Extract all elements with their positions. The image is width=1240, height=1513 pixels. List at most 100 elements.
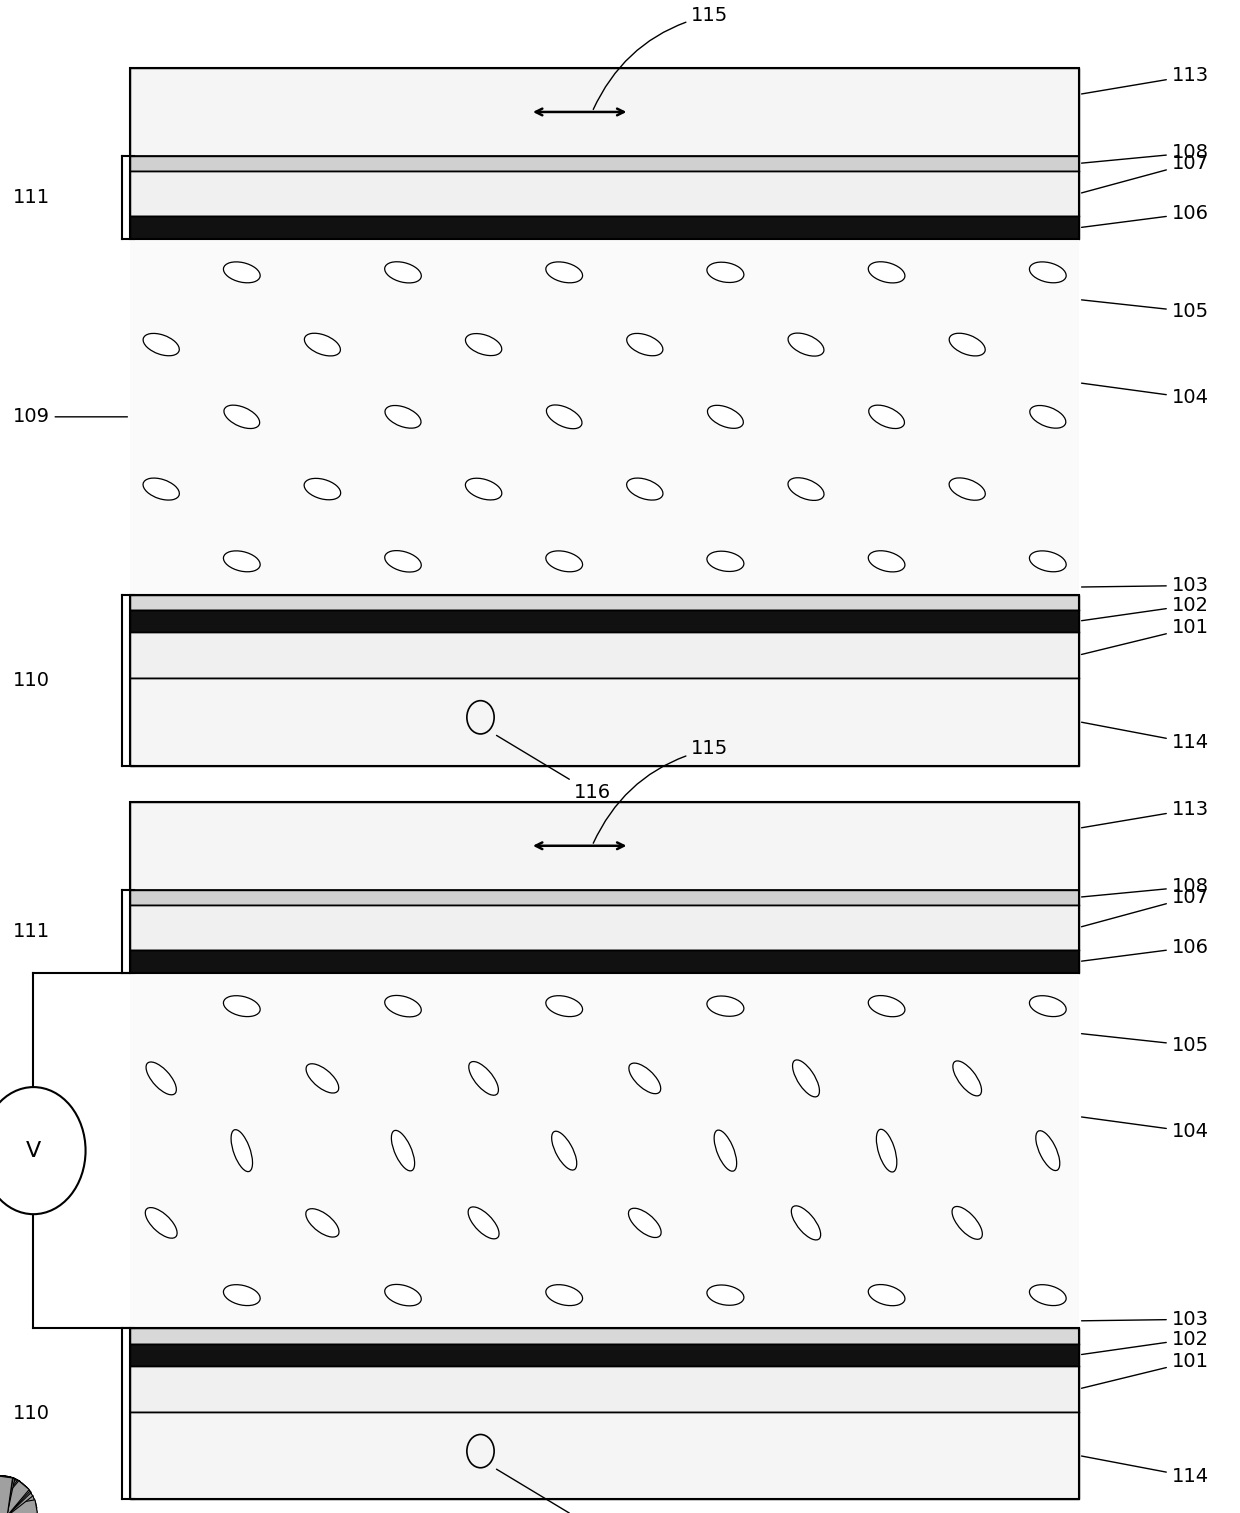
- Bar: [0, 1477, 20, 1513]
- Text: 114: 114: [1081, 1456, 1209, 1486]
- Bar: [130, 171, 1079, 216]
- Text: 115: 115: [593, 740, 729, 843]
- Ellipse shape: [465, 333, 502, 356]
- Ellipse shape: [789, 333, 823, 356]
- Text: 109: 109: [12, 407, 128, 427]
- Ellipse shape: [707, 262, 744, 283]
- Ellipse shape: [143, 333, 180, 356]
- Ellipse shape: [223, 262, 260, 283]
- Ellipse shape: [384, 996, 422, 1017]
- Text: 113: 113: [1081, 800, 1209, 828]
- Ellipse shape: [1035, 1130, 1060, 1171]
- Ellipse shape: [952, 1206, 982, 1239]
- Bar: [0, 1496, 37, 1513]
- Ellipse shape: [145, 1207, 177, 1238]
- Bar: [0, 1483, 31, 1513]
- Ellipse shape: [629, 1209, 661, 1238]
- Bar: [0, 1475, 15, 1513]
- Bar: [0, 1475, 15, 1513]
- Bar: [130, 1328, 1079, 1499]
- Bar: [130, 632, 1079, 678]
- Text: 108: 108: [1081, 878, 1209, 897]
- Bar: [0, 1502, 37, 1513]
- Text: 104: 104: [1081, 383, 1209, 407]
- Ellipse shape: [384, 1285, 422, 1306]
- Bar: [0, 1475, 12, 1513]
- Bar: [0, 1475, 19, 1513]
- Bar: [0, 1475, 16, 1513]
- Ellipse shape: [791, 1206, 821, 1241]
- Ellipse shape: [868, 996, 905, 1017]
- Bar: [0, 1475, 15, 1513]
- Bar: [0, 1475, 16, 1513]
- Bar: [130, 156, 1079, 171]
- Ellipse shape: [626, 478, 663, 501]
- Text: 116: 116: [496, 735, 610, 802]
- Ellipse shape: [223, 996, 260, 1017]
- Bar: [0, 1495, 37, 1513]
- Ellipse shape: [952, 1061, 982, 1095]
- Text: 111: 111: [12, 921, 50, 941]
- Bar: [130, 905, 1079, 950]
- Text: 105: 105: [1081, 1033, 1209, 1055]
- Bar: [0, 1477, 11, 1513]
- Ellipse shape: [146, 1062, 176, 1095]
- Ellipse shape: [1029, 996, 1066, 1017]
- Ellipse shape: [224, 405, 259, 428]
- Bar: [130, 802, 1079, 973]
- Ellipse shape: [306, 1064, 339, 1092]
- Bar: [130, 1412, 1079, 1499]
- Ellipse shape: [869, 405, 904, 428]
- Bar: [130, 890, 1079, 905]
- Text: 115: 115: [593, 6, 729, 109]
- Text: 105: 105: [1081, 300, 1209, 321]
- Ellipse shape: [469, 1207, 498, 1239]
- Text: 116: 116: [496, 1469, 610, 1513]
- Bar: [130, 68, 1079, 156]
- Bar: [0, 1475, 12, 1513]
- Ellipse shape: [304, 333, 341, 356]
- Bar: [0, 1477, 12, 1513]
- Bar: [0, 1477, 12, 1513]
- Bar: [130, 68, 1079, 239]
- Ellipse shape: [1029, 405, 1066, 428]
- Ellipse shape: [708, 405, 743, 428]
- Bar: [0, 1477, 12, 1513]
- Ellipse shape: [143, 478, 180, 501]
- Bar: [0, 1483, 31, 1513]
- Bar: [0, 1484, 31, 1513]
- Bar: [0, 1499, 37, 1513]
- Bar: [0, 1477, 20, 1513]
- Bar: [130, 678, 1079, 766]
- Text: 102: 102: [1081, 1330, 1209, 1354]
- Ellipse shape: [392, 1130, 414, 1171]
- Bar: [0, 1477, 11, 1513]
- Ellipse shape: [626, 333, 663, 356]
- Bar: [0, 1481, 29, 1513]
- Bar: [0, 1475, 12, 1513]
- Bar: [0, 1475, 12, 1513]
- Bar: [0, 1477, 20, 1513]
- Text: 102: 102: [1081, 596, 1209, 620]
- Ellipse shape: [877, 1129, 897, 1173]
- Ellipse shape: [1029, 262, 1066, 283]
- Text: 101: 101: [1081, 619, 1209, 655]
- Bar: [0, 1475, 15, 1513]
- Ellipse shape: [1029, 551, 1066, 572]
- Bar: [130, 973, 1079, 1328]
- Ellipse shape: [465, 478, 502, 499]
- Bar: [130, 950, 1079, 973]
- Text: 104: 104: [1081, 1117, 1209, 1141]
- Ellipse shape: [707, 996, 744, 1017]
- Bar: [0, 1475, 16, 1513]
- Bar: [0, 1481, 30, 1513]
- Ellipse shape: [787, 478, 825, 501]
- Ellipse shape: [384, 551, 422, 572]
- Text: 113: 113: [1081, 67, 1209, 94]
- Text: 106: 106: [1081, 204, 1209, 227]
- Bar: [0, 1501, 37, 1513]
- Ellipse shape: [707, 1285, 744, 1306]
- Text: 103: 103: [1081, 576, 1209, 595]
- Bar: [0, 1475, 11, 1513]
- Ellipse shape: [306, 1209, 339, 1238]
